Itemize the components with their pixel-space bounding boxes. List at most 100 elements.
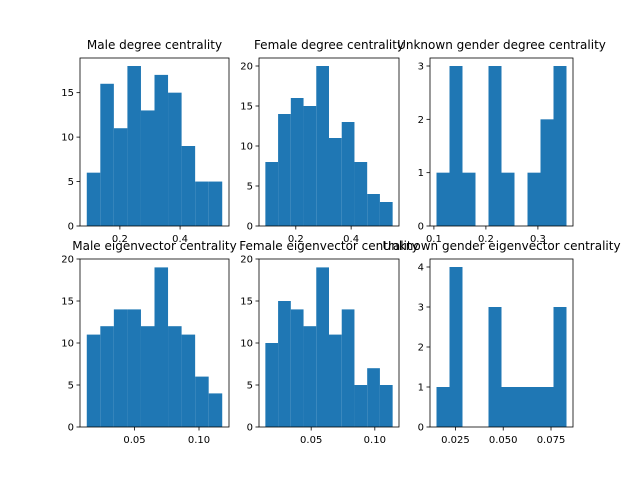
histogram-bar	[501, 172, 515, 226]
histogram-bar	[501, 387, 515, 427]
x-tick-label: 0.05	[123, 435, 145, 446]
y-tick-label: 10	[240, 339, 253, 350]
y-tick-label: 5	[68, 381, 74, 392]
histogram-bar	[181, 334, 196, 427]
histogram-bar	[265, 162, 279, 226]
histogram-bar	[195, 181, 209, 226]
histogram-bar	[127, 66, 141, 226]
y-tick-label: 1	[418, 383, 424, 394]
histogram-bar	[113, 128, 128, 226]
histogram-bar	[449, 66, 463, 226]
histogram-bar	[462, 172, 476, 226]
x-tick-label: 0.1	[426, 234, 442, 245]
histogram-bar	[341, 122, 355, 226]
y-tick-label: 3	[418, 303, 424, 314]
histogram-bar	[329, 334, 342, 427]
subplot-3: 0.1 0.2 0.3 0 1 2 3 Unknown gender degree centr…	[397, 38, 606, 245]
y-tick-label: 0	[247, 423, 253, 434]
y-tick-label: 20	[61, 255, 74, 266]
x-tick-label: 0.075	[537, 435, 566, 446]
histogram-bar	[316, 66, 329, 226]
histogram-bar	[86, 334, 101, 427]
y-tick-label: 5	[247, 381, 253, 392]
histogram-bar	[168, 92, 182, 227]
y-tick-label: 15	[240, 297, 253, 308]
histogram-bar	[100, 326, 114, 427]
histogram-bar	[154, 74, 169, 226]
subplot-title: Female degree centrality	[254, 38, 404, 52]
axes-frame	[258, 57, 400, 227]
histogram-bar	[303, 106, 317, 226]
y-tick-label: 1	[418, 168, 424, 179]
subplot-title: Male degree centrality	[87, 38, 222, 52]
histogram-bar	[514, 387, 528, 427]
y-tick-label: 0	[418, 222, 424, 233]
histogram-bar	[527, 387, 541, 427]
histogram-bar	[278, 301, 291, 427]
y-tick-label: 20	[240, 255, 253, 266]
histogram-bar	[168, 326, 182, 427]
histogram-bar	[329, 138, 342, 226]
histogram-bar	[379, 202, 393, 226]
subplot-title: Female eigenvector centrality	[239, 239, 418, 253]
histogram-bar	[290, 98, 304, 226]
histogram-bar	[278, 114, 291, 226]
subplot-6: 0.025 0.050 0.075 0 1 2 3 4 Unknown gender eigen…	[382, 239, 620, 446]
y-tick-label: 15	[240, 102, 253, 113]
histogram-bar	[341, 309, 355, 427]
histogram-bar	[316, 267, 329, 427]
y-tick-label: 0	[247, 222, 253, 233]
histogram-bar	[86, 172, 101, 226]
subplot-title: Male eigenvector centrality	[72, 239, 237, 253]
x-tick-label: 0.10	[188, 435, 210, 446]
y-tick-label: 5	[247, 182, 253, 193]
histogram-bar	[140, 326, 155, 427]
x-tick-label: 0.3	[530, 234, 546, 245]
histogram-bar	[436, 172, 450, 226]
histogram-bar	[181, 146, 196, 226]
x-tick-label: 0.025	[441, 435, 470, 446]
histogram-bar	[265, 343, 279, 427]
histogram-bar	[540, 119, 554, 226]
y-tick-label: 0	[68, 423, 74, 434]
histogram-bar	[113, 309, 128, 427]
y-tick-label: 4	[418, 263, 424, 274]
axes-frame	[79, 57, 230, 227]
y-tick-label: 15	[61, 297, 74, 308]
histogram-bar	[354, 385, 368, 427]
y-tick-label: 0	[418, 423, 424, 434]
y-tick-label: 10	[61, 339, 74, 350]
axes-frame	[429, 57, 574, 227]
subplot-title: Unknown gender degree centrality	[397, 38, 606, 52]
subplot-title: Unknown gender eigenvector centrality	[382, 239, 620, 253]
histogram-bar	[553, 307, 567, 427]
histogram-bar	[100, 83, 114, 227]
x-tick-label: 0.10	[364, 435, 386, 446]
histogram-bar	[290, 309, 304, 427]
subplot-4: 0.05 0.10 0 5 10 15 20 Male eigenvector central…	[61, 239, 236, 446]
y-tick-label: 3	[418, 62, 424, 73]
histogram-bar	[140, 110, 155, 226]
histogram-bar	[354, 162, 368, 226]
histogram-bar	[154, 267, 169, 427]
histogram-bar	[367, 368, 380, 427]
histogram-bar	[527, 172, 541, 226]
histogram-bar	[208, 393, 223, 427]
y-tick-label: 15	[61, 88, 74, 99]
histogram-bar	[195, 376, 209, 427]
histogram-bar	[488, 307, 502, 427]
y-tick-label: 0	[68, 222, 74, 233]
histogram-bar	[488, 66, 502, 226]
x-tick-label: 0.4	[172, 234, 188, 245]
histogram-bar	[553, 66, 567, 226]
y-tick-label: 10	[61, 133, 74, 144]
y-tick-label: 10	[240, 142, 253, 153]
histogram-bar	[303, 326, 317, 427]
y-tick-label: 5	[68, 177, 74, 188]
y-tick-label: 20	[240, 62, 253, 73]
subplot-1: 0.2 0.4 0 5 10 15 Male degree centrality	[61, 38, 230, 245]
x-tick-label: 0.050	[489, 435, 518, 446]
x-tick-label: 0.2	[288, 234, 304, 245]
